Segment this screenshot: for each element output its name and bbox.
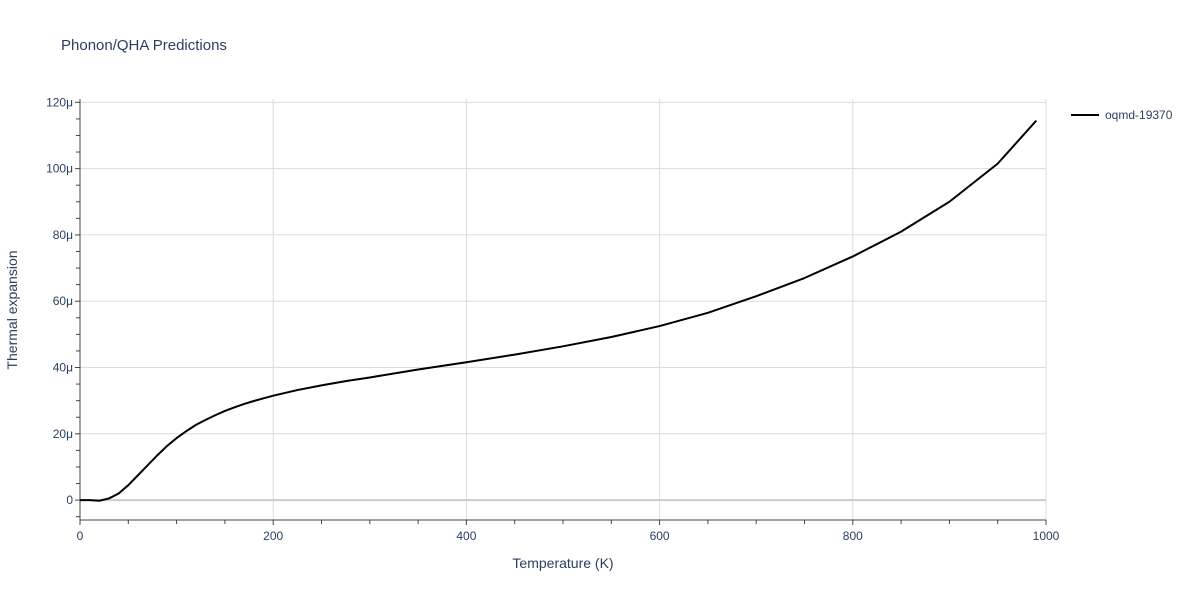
y-tick-label: 60μ [53,294,73,308]
x-tick-label: 800 [843,529,863,543]
axes: 0 200 400 600 800 1000 0 20μ 40μ 60μ 80μ 100μ 120μ [46,95,1060,543]
series-layer [80,119,1038,502]
y-tick-label: 20μ [53,427,73,441]
x-tick-label: 1000 [1033,529,1060,543]
y-tick-label: 40μ [53,361,73,375]
y-tick-label: 0 [66,493,73,507]
y-tick-label: 120μ [46,95,73,109]
grid-lines [80,99,1047,520]
series-line [80,119,1038,502]
x-tick-label: 600 [650,529,670,543]
legend[interactable]: oqmd-19370 [1071,108,1173,122]
x-axis-title: Temperature (K) [512,555,613,571]
legend-label: oqmd-19370 [1105,108,1173,122]
x-tick-label: 200 [263,529,283,543]
x-tick-label: 0 [77,529,84,543]
x-tick-label: 400 [456,529,476,543]
y-tick-label: 80μ [53,228,73,242]
y-axis-title: Thermal expansion [4,250,20,369]
y-tick-label: 100μ [46,162,73,176]
chart-title: Phonon/QHA Predictions [61,37,227,54]
